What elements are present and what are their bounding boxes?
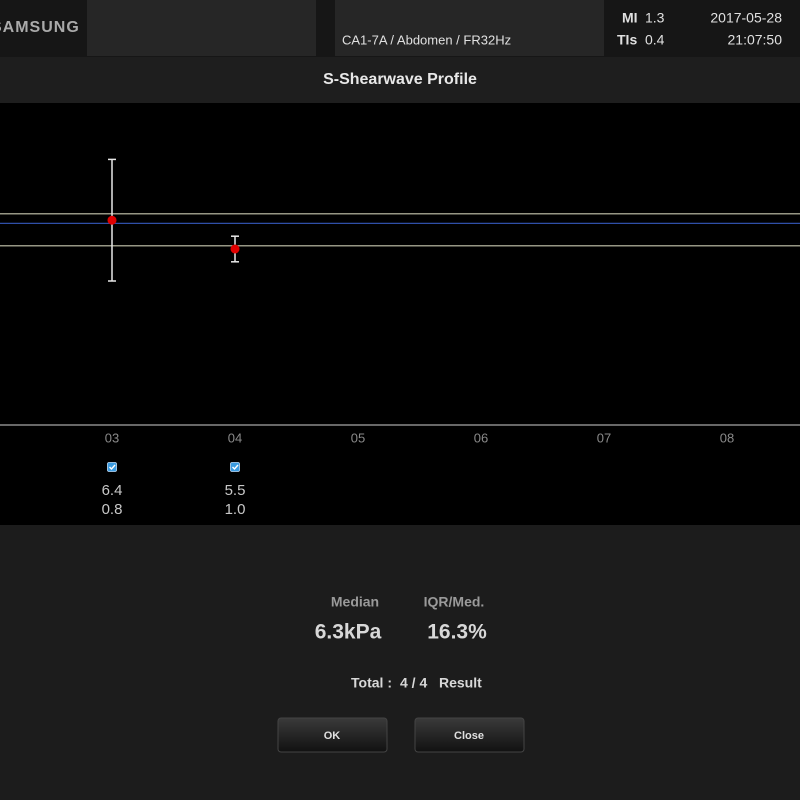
iqr-label: IQR/Med. xyxy=(424,594,485,610)
data-point xyxy=(107,215,117,225)
date: 2017-05-28 xyxy=(710,10,782,26)
x-tick-label: 08 xyxy=(720,430,734,445)
result-label: Result xyxy=(439,675,482,691)
mi-value: 1.3 xyxy=(645,10,665,26)
x-tick-label: 04 xyxy=(228,430,242,445)
tis-label: TIs xyxy=(617,32,637,48)
total-value: 4 / 4 xyxy=(400,675,427,691)
checkbox xyxy=(230,462,240,472)
table-cell: 5.5 xyxy=(225,482,246,499)
ok-button-bg[interactable] xyxy=(277,717,388,753)
close-button-bg[interactable] xyxy=(414,717,525,753)
title: S-Shearwave Profile xyxy=(323,71,477,88)
probe-info: CA1-7A / Abdomen / FR32Hz xyxy=(342,32,511,47)
brand: SAMSUNG xyxy=(0,19,80,36)
title-bar xyxy=(0,57,800,103)
top-panel xyxy=(87,0,316,56)
median-value: 6.3kPa xyxy=(315,621,382,644)
checkbox-check xyxy=(232,464,239,471)
table-cell: 0.8 xyxy=(102,501,123,518)
top-panel xyxy=(335,0,604,56)
x-tick-label: 03 xyxy=(105,430,119,445)
time: 21:07:50 xyxy=(728,32,783,48)
table-cell: 1.0 xyxy=(225,501,246,518)
median-label: Median xyxy=(331,594,379,610)
mi-label: MI xyxy=(622,10,638,26)
x-tick-label: 06 xyxy=(474,430,488,445)
chart-area xyxy=(0,103,800,525)
close-button[interactable]: Close xyxy=(414,717,525,753)
close-button-label[interactable]: Close xyxy=(454,730,484,742)
x-tick-label: 07 xyxy=(597,430,611,445)
x-tick-label: 05 xyxy=(351,430,365,445)
checkbox xyxy=(107,462,117,472)
data-point xyxy=(230,244,240,254)
summary-panel xyxy=(0,525,800,800)
checkbox-check xyxy=(109,464,116,471)
tis-value: 0.4 xyxy=(645,32,665,48)
total-label: Total : xyxy=(351,675,392,691)
ok-button[interactable]: OK xyxy=(277,717,388,753)
ok-button-label[interactable]: OK xyxy=(324,730,341,742)
iqr-value: 16.3% xyxy=(427,621,487,644)
table-cell: 6.4 xyxy=(102,482,123,499)
